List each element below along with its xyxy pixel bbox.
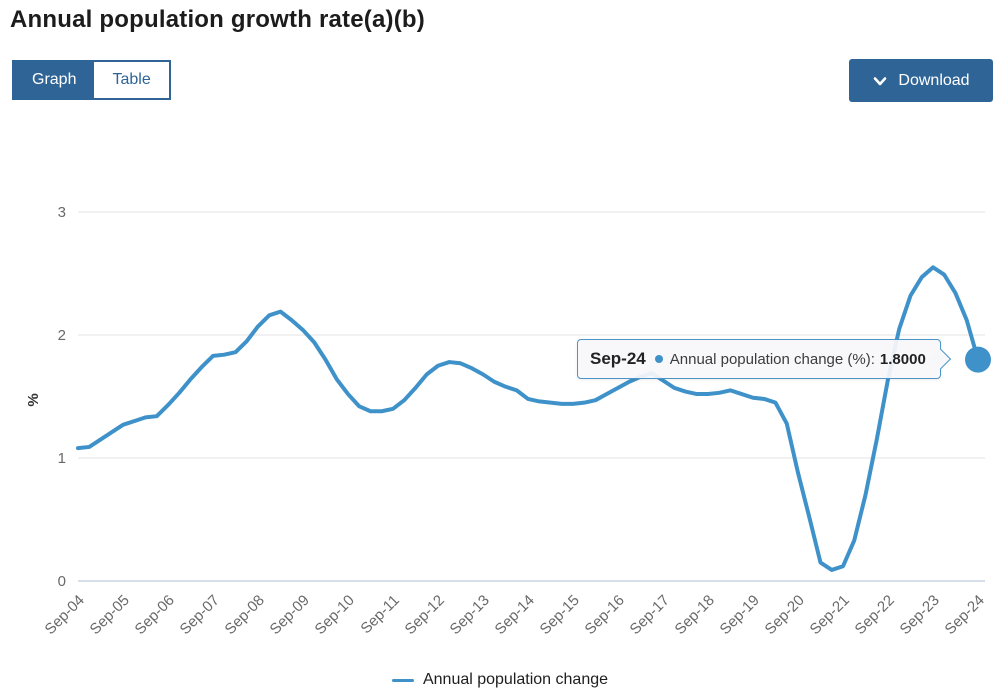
x-tick-label-Sep-08: Sep-08: [222, 592, 268, 638]
x-tick-label-Sep-21: Sep-21: [807, 592, 853, 638]
x-tick-label-Sep-09: Sep-09: [267, 592, 313, 638]
tooltip-period: Sep-24: [590, 349, 646, 368]
x-tick-label-Sep-17: Sep-17: [627, 592, 673, 638]
x-tick-label-Sep-19: Sep-19: [717, 592, 763, 638]
x-tick-label-Sep-15: Sep-15: [537, 592, 583, 638]
x-tick-label-Sep-05: Sep-05: [87, 592, 133, 638]
current-point-marker[interactable]: [965, 346, 991, 373]
x-tick-label-Sep-23: Sep-23: [897, 592, 943, 638]
graph-table-toggle: Graph Table: [12, 60, 171, 100]
x-tick-label-Sep-06: Sep-06: [132, 592, 178, 638]
download-button[interactable]: Download: [849, 59, 993, 102]
legend-label: Annual population change: [422, 671, 609, 688]
legend-line-swatch-icon: [391, 678, 414, 682]
tab-table[interactable]: Table: [94, 62, 169, 98]
x-tick-label-Sep-13: Sep-13: [447, 592, 493, 638]
tooltip-series-label: Annual population change (%):: [669, 350, 875, 368]
x-tick-label-Sep-11: Sep-11: [357, 592, 402, 637]
x-tick-label-Sep-18: Sep-18: [672, 592, 718, 638]
chevron-down-icon: [874, 76, 887, 85]
series-line-annual-population-change: [76, 265, 980, 572]
x-tick-label-Sep-10: Sep-10: [312, 592, 358, 638]
y-tick-label-1: 1: [58, 450, 66, 467]
y-tick-label-2: 2: [58, 327, 66, 344]
chart-legend: Annual population change: [0, 671, 1000, 689]
tooltip-value: 1.8000: [879, 350, 926, 368]
x-tick-label-Sep-16: Sep-16: [582, 592, 628, 638]
y-axis-title: %: [25, 393, 42, 406]
x-tick-label-Sep-12: Sep-12: [402, 592, 448, 638]
x-tick-label-Sep-22: Sep-22: [852, 592, 898, 638]
x-tick-label-Sep-04: Sep-04: [42, 592, 88, 638]
y-tick-label-3: 3: [58, 204, 66, 221]
x-tick-label-Sep-24: Sep-24: [942, 592, 988, 638]
tab-graph[interactable]: Graph: [14, 62, 95, 98]
x-tick-label-Sep-14: Sep-14: [492, 592, 538, 638]
series-color-dot-icon: [654, 355, 663, 363]
legend-item-annual-population-change[interactable]: Annual population change: [391, 671, 609, 689]
page-title: Annual population growth rate(a)(b): [10, 6, 425, 33]
chart-tooltip: Sep-24 Annual population change (%): 1.8…: [577, 339, 941, 379]
x-tick-label-Sep-07: Sep-07: [177, 592, 223, 638]
download-button-label: Download: [898, 71, 970, 89]
y-tick-label-0: 0: [58, 573, 66, 590]
x-tick-label-Sep-20: Sep-20: [762, 592, 808, 638]
